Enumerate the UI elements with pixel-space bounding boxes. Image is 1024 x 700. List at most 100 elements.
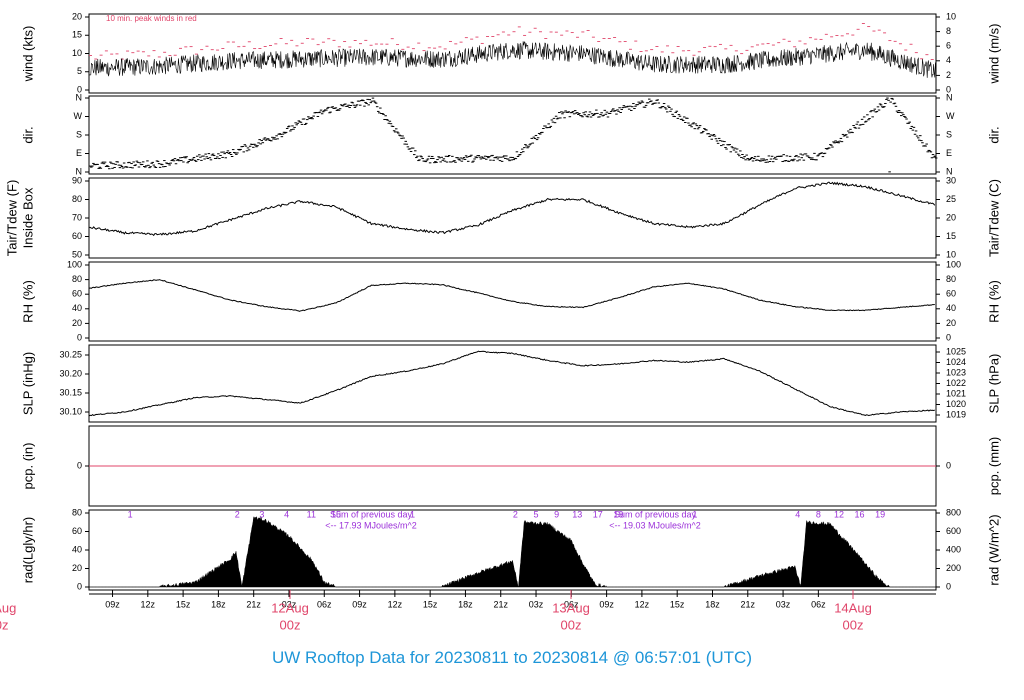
right-tick-label: 2 xyxy=(946,70,951,80)
left-tick-label: 50 xyxy=(72,249,82,259)
panel-slp: 30.10 30.15 30.20 30.25 10191020102110221023… xyxy=(20,344,1001,423)
left-tick-label: 40 xyxy=(72,544,82,554)
day-label-time: 00z xyxy=(561,617,582,632)
hour-marker: 9 xyxy=(554,509,559,519)
left-tick-label: 20 xyxy=(72,318,82,328)
x-tick-label: 18z xyxy=(458,599,473,609)
right-tick-label: 0 xyxy=(946,460,951,470)
right-tick-label: 10 xyxy=(946,11,956,21)
right-tick-label: 1025 xyxy=(946,346,966,356)
hour-marker: 4 xyxy=(284,509,289,519)
panel-wind: 0 5 10 15 20 0 2 4 6 8 10 wind (kts) wind (m/s) 10 mi… xyxy=(20,11,1001,94)
x-tick-label: 06z xyxy=(564,599,579,609)
right-tick-label: 1020 xyxy=(946,399,966,409)
right-tick-label: N xyxy=(946,166,953,176)
left-tick-label: 0 xyxy=(77,460,82,470)
left-tick-label: 30.20 xyxy=(59,368,82,378)
day-label-time: 00z xyxy=(280,617,301,632)
left-tick-label: 5 xyxy=(77,66,82,76)
rad-series-area xyxy=(89,515,936,588)
x-tick-label: 03z xyxy=(282,599,297,609)
right-tick-label: 80 xyxy=(946,274,956,284)
daily-sum-label: Sum of previous day xyxy=(614,509,697,519)
y-axis-label-right: wind (m/s) xyxy=(986,24,1001,85)
x-tick-label: 15z xyxy=(176,599,191,609)
right-tick-label: 30 xyxy=(946,175,956,185)
right-tick-label: 4 xyxy=(946,55,951,65)
right-tick-label: 0 xyxy=(946,581,951,591)
panel-temp: 50 60 70 80 90 10 15 20 25 30 Tair/Tdew (F) Inside … xyxy=(4,175,1001,259)
right-tick-label: 0 xyxy=(946,332,951,342)
right-tick-label: 400 xyxy=(946,544,961,554)
hour-marker: 2 xyxy=(513,509,518,519)
hour-marker: 4 xyxy=(795,509,800,519)
hour-marker: 1 xyxy=(692,509,697,519)
right-tick-label: 40 xyxy=(946,303,956,313)
time-axis: 09z 12z 15z 18z 21z 03z 06z 09z 12z 15z 18z 21z 03z 0… xyxy=(0,590,936,632)
right-tick-label: 25 xyxy=(946,194,956,204)
left-tick-label: 60 xyxy=(72,289,82,299)
day-label-date: 12Aug xyxy=(271,600,309,615)
chart-title: UW Rooftop Data for 20230811 to 20230814… xyxy=(271,648,752,667)
day-label-date: 14Aug xyxy=(834,600,872,615)
x-tick-label: 21z xyxy=(493,599,508,609)
daily-sum-value: <-- 19.03 MJoules/m^2 xyxy=(609,520,701,530)
right-tick-label: 200 xyxy=(946,563,961,573)
right-tick-label: 10 xyxy=(946,249,956,259)
day-label-time: 00z xyxy=(0,617,8,632)
daily-sum-label: Sum of previous day xyxy=(330,509,413,519)
left-tick-label: S xyxy=(76,129,82,139)
slp-series-line xyxy=(88,350,935,417)
y-axis-label-right: pcp. (mm) xyxy=(986,437,1001,496)
left-tick-label: 20 xyxy=(72,563,82,573)
right-tick-label: 100 xyxy=(946,259,961,269)
right-tick-label: 8 xyxy=(946,26,951,36)
x-tick-label: 15z xyxy=(670,599,685,609)
y-axis-label-left-2: Inside Box xyxy=(20,187,35,248)
left-tick-label: 80 xyxy=(72,194,82,204)
peak-annotation: 10 min. peak winds in red xyxy=(106,14,197,23)
right-tick-label: 600 xyxy=(946,526,961,536)
left-tick-label: 70 xyxy=(72,212,82,222)
x-tick-label: 12z xyxy=(388,599,403,609)
y-axis-label-left: dir. xyxy=(20,126,35,143)
left-tick-label: N xyxy=(76,166,83,176)
y-axis-label-left: SLP (inHg) xyxy=(20,352,35,415)
hour-marker: 19 xyxy=(613,509,623,519)
panel-frame xyxy=(88,95,937,175)
right-tick-label: 800 xyxy=(946,507,961,517)
x-tick-label: 06z xyxy=(317,599,332,609)
right-tick-label: 60 xyxy=(946,289,956,299)
right-tick-label: S xyxy=(946,129,952,139)
day-label-time: 00z xyxy=(843,617,864,632)
panel-pcp: 0 0 pcp. (in) pcp. (mm) xyxy=(20,425,1001,507)
left-tick-label: 0 xyxy=(77,332,82,342)
y-axis-label-right: Tair/Tdew (C) xyxy=(986,179,1001,257)
x-tick-label: 21z xyxy=(246,599,261,609)
left-tick-label: 30.15 xyxy=(59,387,82,397)
x-tick-label: 15z xyxy=(423,599,438,609)
left-tick-label: W xyxy=(74,111,83,121)
x-tick-label: 21z xyxy=(741,599,756,609)
right-tick-label: 20 xyxy=(946,318,956,328)
x-tick-label: 03z xyxy=(776,599,791,609)
wind-series-line xyxy=(88,41,937,78)
hour-marker: 15 xyxy=(331,509,341,519)
rh-series-line xyxy=(88,279,935,312)
hour-marker: 1 xyxy=(128,509,133,519)
x-tick-label: 09z xyxy=(352,599,367,609)
hour-marker: 1 xyxy=(410,509,415,519)
right-tick-label: W xyxy=(946,111,955,121)
hour-marker: 16 xyxy=(855,509,865,519)
y-axis-label-left: rad(Lgly/hr) xyxy=(20,517,35,583)
hour-marker: 3 xyxy=(259,509,264,519)
day-label-date: 13Aug xyxy=(552,600,590,615)
y-axis-label-left: RH (%) xyxy=(20,280,35,323)
right-tick-label: 15 xyxy=(946,231,956,241)
left-tick-label: 20 xyxy=(72,11,82,21)
left-tick-label: 80 xyxy=(72,274,82,284)
right-tick-label: 1021 xyxy=(946,388,966,398)
day-label-date: 11Aug xyxy=(0,600,16,615)
